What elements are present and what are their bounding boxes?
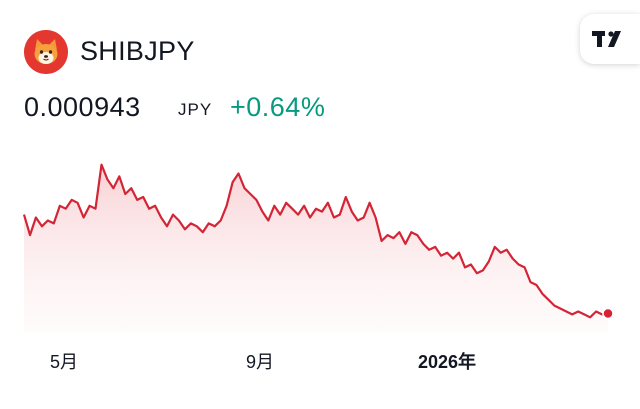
last-price: 0.000943: [24, 92, 141, 122]
x-tick-may: 5月: [50, 352, 79, 372]
shiba-inu-icon: [24, 30, 68, 74]
tradingview-logo-button[interactable]: [580, 14, 640, 64]
last-price-dot: [602, 307, 614, 320]
price-area-chart[interactable]: [0, 150, 640, 380]
chart-price-line: [22, 163, 609, 319]
price-change-percent: +0.64%: [230, 92, 326, 122]
tradingview-logo-icon: [592, 31, 621, 47]
x-tick-sep: 9月: [246, 352, 275, 372]
chart-area-fill: [24, 164, 608, 332]
x-tick-2026: 2026年: [418, 352, 477, 372]
currency-label: JPY: [178, 100, 213, 119]
symbol-name[interactable]: SHIBJPY: [80, 36, 195, 66]
